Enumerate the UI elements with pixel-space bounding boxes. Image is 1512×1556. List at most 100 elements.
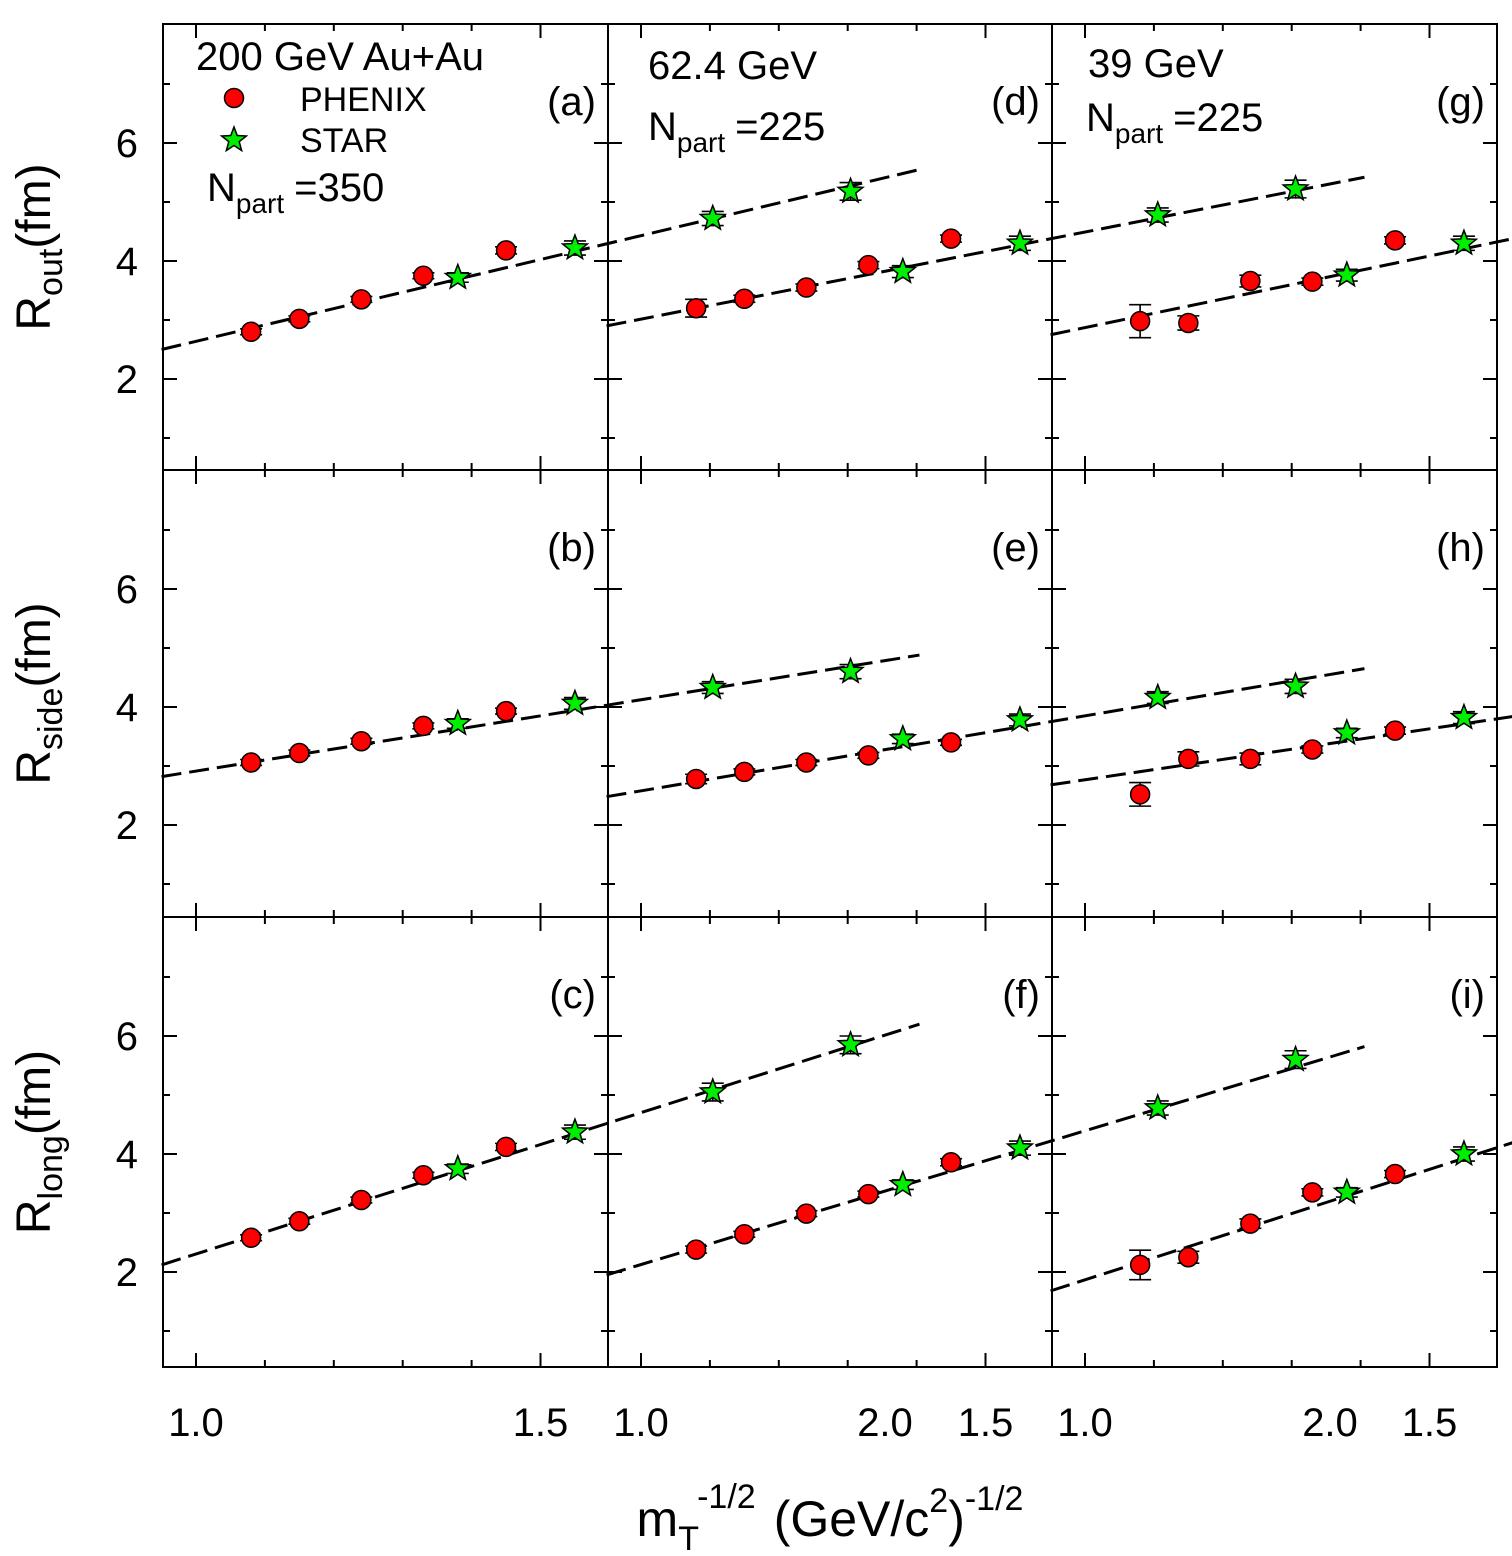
phenix-point-f xyxy=(734,1223,755,1245)
y-tick-label: 6 xyxy=(116,568,138,612)
phenix-point-d xyxy=(796,277,817,298)
y-tick-label: 6 xyxy=(116,122,138,166)
phenix-point-h xyxy=(1129,784,1151,805)
fits-layer xyxy=(161,168,1512,1293)
phenix-point-i xyxy=(1302,1182,1323,1203)
legend-star-label: STAR xyxy=(300,122,388,160)
star-point-f xyxy=(1143,1092,1173,1121)
y-tick-label: 4 xyxy=(116,1133,138,1177)
phenix-point-d xyxy=(734,288,755,310)
phenix-point-i xyxy=(1384,1163,1406,1185)
points-layer xyxy=(240,173,1479,1281)
star-point-d xyxy=(1143,199,1173,228)
x-tick-label: 2.0 xyxy=(1302,1401,1358,1445)
star-point-f xyxy=(1281,1044,1310,1072)
phenix-point-f xyxy=(858,1183,879,1205)
phenix-point-e xyxy=(796,752,817,773)
y-axis-label-main: R xyxy=(8,750,61,785)
ticks-layer xyxy=(163,24,1497,1367)
y-tick-label: 4 xyxy=(116,240,138,284)
star-point-g xyxy=(1332,260,1362,288)
npart-label: Npart =225 xyxy=(648,105,825,158)
y-axis-label: Rside(fm) xyxy=(8,602,70,784)
panel-label-d: (d) xyxy=(991,80,1040,124)
y-axis-label-unit: (fm) xyxy=(8,163,61,248)
phenix-point-f xyxy=(796,1203,817,1224)
x-tick-label: 1.5 xyxy=(958,1401,1014,1445)
star-point-d xyxy=(1281,173,1310,202)
legend-phenix-marker xyxy=(223,87,245,109)
phenix-point-b xyxy=(240,752,262,773)
phenix-point-a xyxy=(351,289,372,310)
panel-frame xyxy=(1051,23,1498,471)
y-axis-label: Rout(fm) xyxy=(8,163,70,330)
star-point-h xyxy=(1332,717,1362,746)
fit-line-g xyxy=(1050,237,1512,337)
phenix-point-f xyxy=(685,1239,707,1260)
npart-label: Npart =225 xyxy=(1086,96,1263,149)
star-point-b xyxy=(560,688,590,716)
phenix-point-i xyxy=(1178,1247,1199,1268)
panel-label-i: (i) xyxy=(1449,973,1485,1017)
star-point-b xyxy=(698,672,728,700)
panel-frame xyxy=(162,469,609,918)
star-point-b xyxy=(443,708,473,736)
phenix-point-e xyxy=(685,768,707,790)
x-axis-label-unit: (GeV/c xyxy=(774,1491,930,1547)
x-tick-label: 2.0 xyxy=(857,1401,913,1445)
star-point-c xyxy=(698,1076,728,1105)
star-point-g xyxy=(1449,228,1479,256)
phenix-point-c xyxy=(240,1227,262,1249)
star-point-e xyxy=(1281,671,1310,699)
panel-label-g: (g) xyxy=(1436,80,1485,124)
star-point-e xyxy=(888,723,918,752)
y-axis-label-sub: out xyxy=(32,248,70,296)
phenix-point-g xyxy=(1129,310,1151,332)
phenix-point-e xyxy=(940,732,962,753)
phenix-point-a xyxy=(413,265,434,286)
fit-line-c xyxy=(161,1022,920,1267)
phenix-point-a xyxy=(289,308,310,330)
y-axis-label-sub: side xyxy=(32,688,70,750)
panel-label-f: (f) xyxy=(1002,973,1040,1017)
phenix-point-h xyxy=(1302,739,1323,760)
x-axis-label-sub: T xyxy=(678,1520,698,1556)
star-point-f xyxy=(888,1169,918,1197)
star-point-f xyxy=(1005,1132,1035,1161)
npart-main: N xyxy=(1086,96,1115,140)
phenix-point-b xyxy=(289,742,310,764)
labels-layer: 2462462461.01.52.01.01.52.01.01.52.0(a)(… xyxy=(8,35,1485,1556)
star-point-a xyxy=(443,262,473,290)
x-tick-label: 1.0 xyxy=(168,1401,224,1445)
phenix-point-b xyxy=(413,715,434,737)
phenix-point-b xyxy=(495,700,517,722)
star-point-b xyxy=(836,656,865,684)
y-axis-label-sub: long xyxy=(32,1135,70,1199)
panel-frame xyxy=(1051,916,1498,1368)
npart-label: Npart =350 xyxy=(207,166,384,219)
panel-label-a: (a) xyxy=(547,80,596,124)
phenix-point-i xyxy=(1240,1213,1261,1234)
star-point-d xyxy=(1005,228,1035,256)
legend-phenix-label: PHENIX xyxy=(300,81,427,119)
panel-frame xyxy=(607,916,1053,1368)
panel-label-b: (b) xyxy=(547,526,596,570)
y-tick-label: 4 xyxy=(116,686,138,730)
fit-line-f xyxy=(606,1045,1365,1277)
energy-label: 39 GeV xyxy=(1088,42,1224,86)
y-tick-label: 2 xyxy=(116,1251,138,1295)
phenix-point-d xyxy=(940,228,962,249)
star-point-c xyxy=(560,1117,590,1145)
star-point-d xyxy=(888,256,918,284)
npart-value: =225 xyxy=(735,105,825,149)
x-tick-label: 1.5 xyxy=(1402,1401,1458,1445)
y-tick-label: 2 xyxy=(116,358,138,402)
panel-frame xyxy=(1051,469,1498,918)
energy-label: 62.4 GeV xyxy=(648,44,817,88)
npart-value: =225 xyxy=(1173,96,1263,140)
star-point-a xyxy=(836,176,865,204)
phenix-point-c xyxy=(413,1164,434,1186)
star-point-e xyxy=(1143,682,1173,710)
fit-line-d xyxy=(606,175,1365,328)
panel-frame xyxy=(162,916,609,1368)
